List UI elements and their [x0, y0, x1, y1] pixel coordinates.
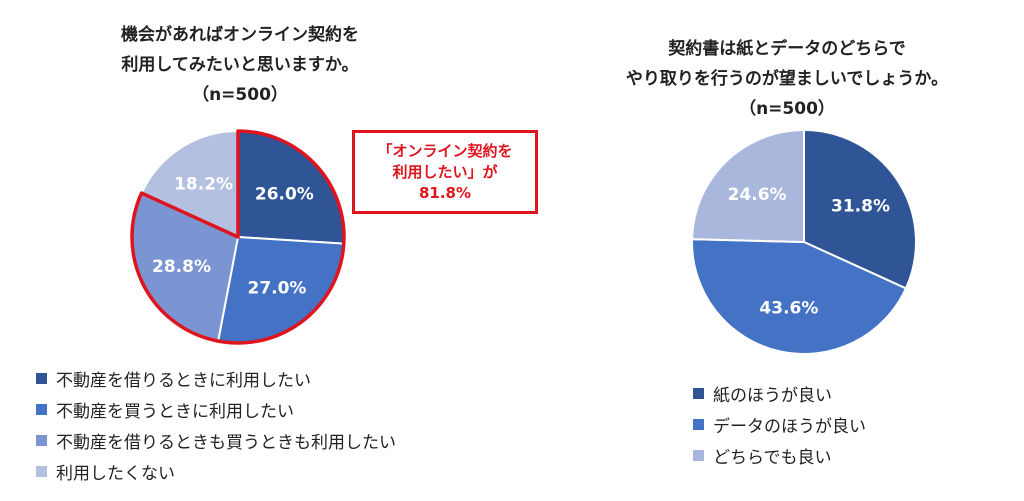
- chart1-legend-item-4: 利用したくない: [36, 456, 396, 487]
- chart1-legend-swatch-1: [36, 373, 47, 384]
- chart1-legend-item-2: 不動産を買うときに利用したい: [36, 394, 396, 425]
- chart2-legend-swatch-2: [693, 419, 704, 430]
- chart2-label-3: 24.6%: [728, 185, 787, 205]
- chart2-label-2: 43.6%: [759, 298, 818, 318]
- chart1-legend-swatch-3: [36, 435, 47, 446]
- chart1-legend-label-1: 不動産を借りるときに利用したい: [56, 371, 311, 391]
- chart2-slice-2: [691, 238, 908, 355]
- chart1-title-line2: 利用してみたいと思いますか。: [121, 55, 359, 75]
- chart2-title-line1: 契約書は紙とデータのどちらで: [668, 39, 906, 59]
- chart1-label-1: 26.0%: [255, 184, 314, 204]
- chart2-legend-item-3: どちらでも良い: [693, 440, 866, 471]
- chart1-slice-3: [131, 191, 240, 343]
- chart1-label-3: 28.8%: [152, 257, 211, 277]
- chart1-label-4: 18.2%: [174, 175, 233, 195]
- chart2-subtitle: （n=500）: [739, 99, 835, 119]
- chart1-legend-label-3: 不動産を借りるときも買うときも利用したい: [56, 433, 396, 453]
- chart1-legend-swatch-2: [36, 404, 47, 415]
- chart2-legend-item-2: データのほうが良い: [693, 409, 866, 440]
- chart2-legend-swatch-3: [693, 450, 704, 461]
- chart1-label-2: 27.0%: [247, 278, 306, 298]
- chart1-legend: 不動産を借りるときに利用したい 不動産を買うときに利用したい不動産を借りるときも買…: [36, 363, 396, 487]
- highlight-callout: 「オンライン契約を 利用したい」が 81.8%: [352, 130, 538, 214]
- chart2-slice-1: [803, 128, 917, 290]
- chart1-legend-label-2: 不動産を買うときに利用したい: [56, 402, 294, 422]
- chart2-legend: 紙のほうが良いデータのほうが良い どちらでも良い: [693, 378, 866, 471]
- chart1-highlight-outline: [130, 129, 346, 345]
- chart1-legend-swatch-4: [36, 466, 47, 477]
- chart2-legend-label-3: どちらでも良い: [713, 448, 832, 468]
- callout-line1: 「オンライン契約を: [377, 141, 513, 160]
- chart1-slice-2: [216, 235, 345, 344]
- chart2-slice-3: [691, 128, 805, 244]
- chart2-legend-item-1: 紙のほうが良い: [693, 378, 866, 409]
- chart1-slice-1: [237, 129, 345, 245]
- chart1-subtitle: （n=500）: [192, 85, 288, 105]
- chart1-legend-label-4: 利用したくない: [56, 464, 175, 484]
- chart2-legend-label-2: データのほうが良い: [713, 417, 866, 437]
- chart1-legend-item-1: 不動産を借りるときに利用したい: [36, 363, 396, 394]
- chart1-legend-item-3: 不動産を借りるときも買うときも利用したい: [36, 425, 396, 456]
- callout-line2: 利用したい」が: [392, 162, 498, 181]
- chart2-legend-swatch-1: [693, 388, 704, 399]
- chart1-title-line1: 機会があればオンライン契約を: [121, 25, 359, 45]
- chart2-title-line2: やり取りを行うのが望ましいでしょうか。: [625, 69, 949, 89]
- chart1-slice-4: [140, 129, 239, 239]
- chart2-title: 契約書は紙とデータのどちらで やり取りを行うのが望ましいでしょうか。 （n=50…: [550, 34, 1024, 124]
- callout-line3: 81.8%: [418, 183, 472, 202]
- chart1-title: 機会があればオンライン契約を 利用してみたいと思いますか。 （n=500）: [0, 20, 480, 110]
- chart2-legend-label-1: 紙のほうが良い: [713, 386, 832, 406]
- chart2-label-1: 31.8%: [831, 197, 890, 217]
